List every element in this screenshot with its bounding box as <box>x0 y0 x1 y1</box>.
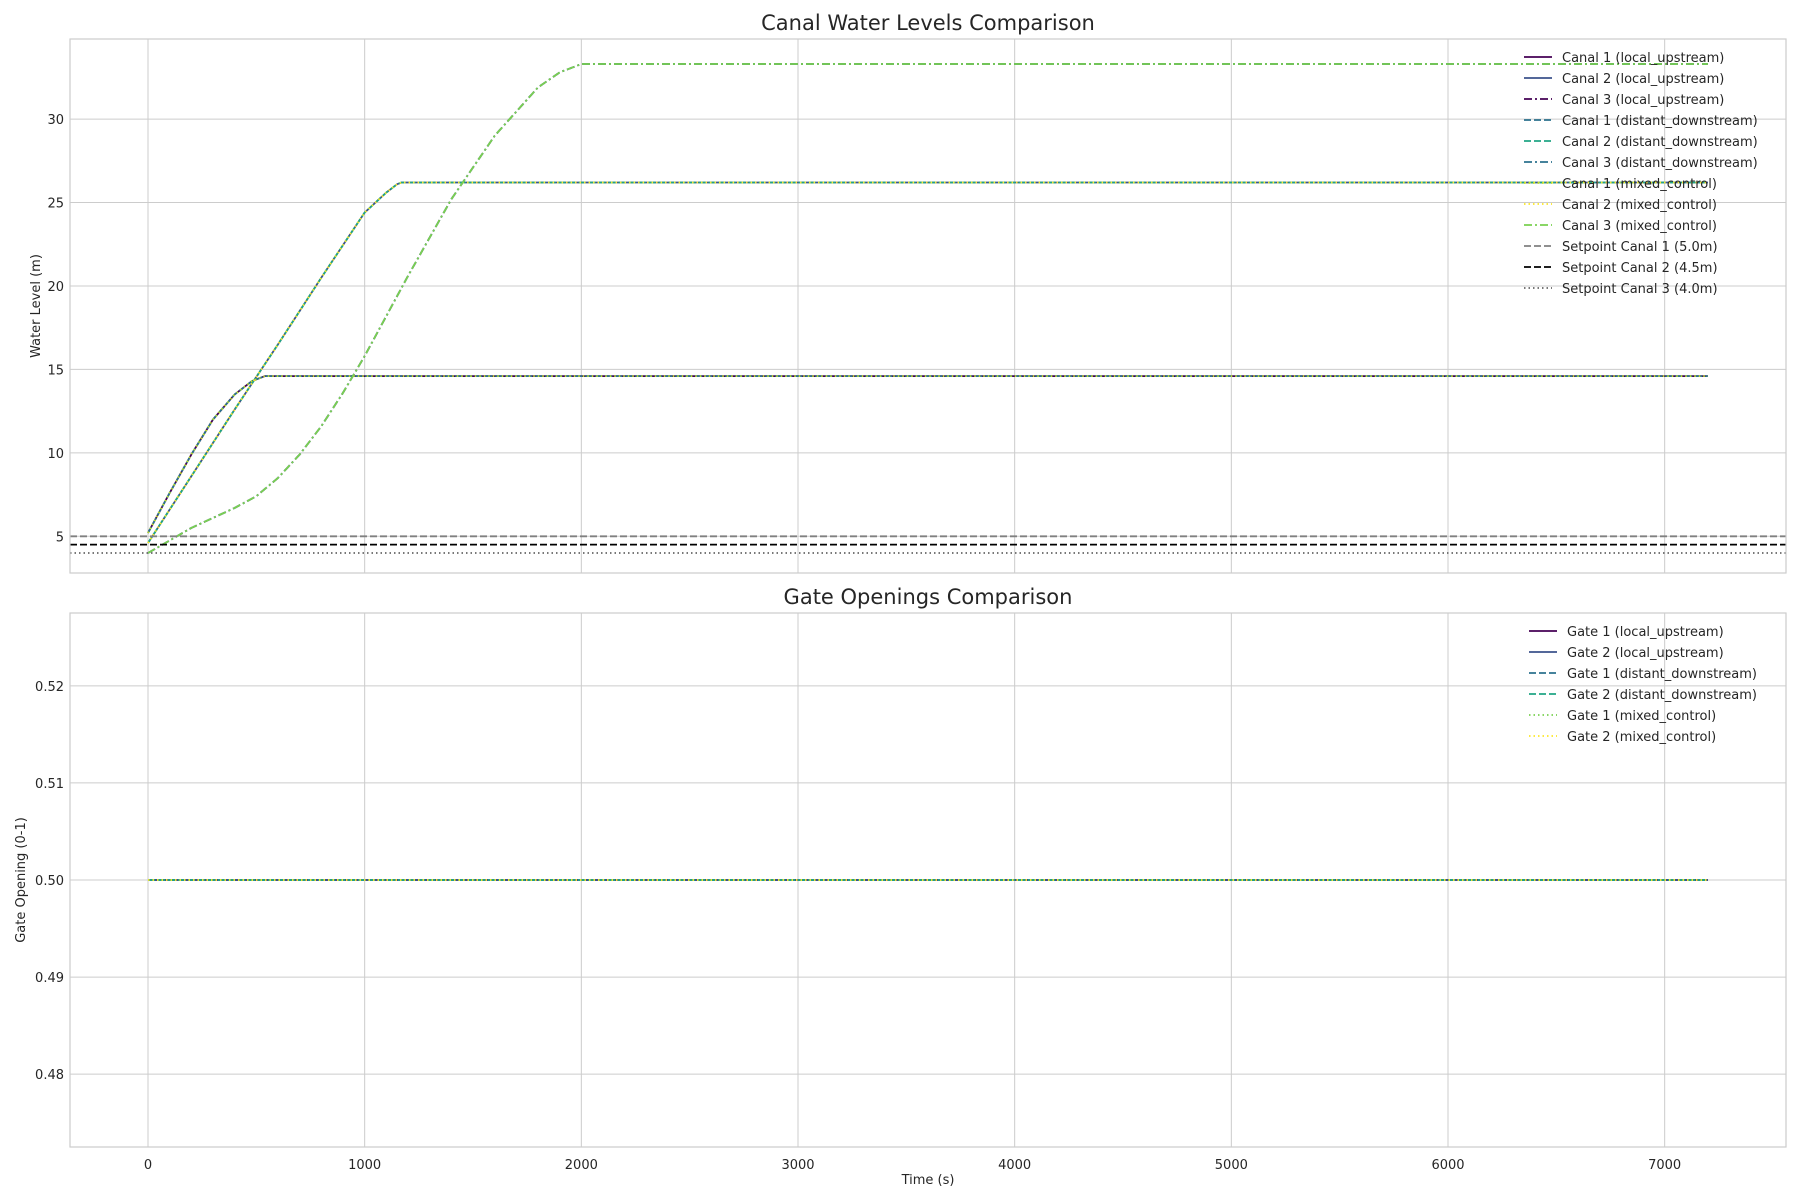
legend-label: Canal 3 (mixed_control) <box>1562 219 1717 234</box>
legend-label: Gate 2 (mixed_control) <box>1567 730 1716 745</box>
legend-label: Canal 2 (local_upstream) <box>1562 72 1724 87</box>
legend-label: Canal 2 (distant_downstream) <box>1562 135 1758 150</box>
legend-label: Setpoint Canal 2 (4.5m) <box>1562 261 1718 276</box>
x-tick-label: 6000 <box>1431 1158 1464 1173</box>
series-line-8 <box>147 181 1708 544</box>
x-tick-label: 4000 <box>998 1158 1031 1173</box>
legend-label: Gate 2 (local_upstream) <box>1567 646 1724 661</box>
y-tick-label: 0.50 <box>35 874 64 889</box>
y-tick-label: 0.52 <box>35 680 64 695</box>
legend-label: Canal 2 (mixed_control) <box>1562 198 1717 213</box>
plot-area <box>70 39 1786 573</box>
series-line-7 <box>147 375 1708 534</box>
legend-label: Gate 1 (distant_downstream) <box>1567 667 1757 682</box>
series-group <box>70 63 1786 554</box>
legend-label: Gate 1 (local_upstream) <box>1567 625 1724 640</box>
x-tick-label: 7000 <box>1648 1158 1681 1173</box>
y-tick-label: 20 <box>47 280 64 295</box>
legend-label: Canal 1 (mixed_control) <box>1562 177 1717 192</box>
x-tick-label: 5000 <box>1215 1158 1248 1173</box>
y-tick-label: 10 <box>47 447 64 462</box>
legend-label: Setpoint Canal 3 (4.0m) <box>1562 282 1718 297</box>
y-tick-label: 25 <box>47 197 64 212</box>
legend-label: Gate 1 (mixed_control) <box>1567 709 1716 724</box>
chart-title: Gate Openings Comparison <box>784 585 1073 609</box>
legend: Gate 1 (local_upstream) Gate 2 (local_ups… <box>1529 625 1757 745</box>
axes-frame <box>69 38 1787 574</box>
legend-label: Canal 1 (local_upstream) <box>1562 51 1724 66</box>
series-line-9 <box>147 63 1708 554</box>
y-tick-label: 15 <box>47 363 64 378</box>
y-axis-label: Water Level (m) <box>29 254 44 358</box>
x-tick-label: 0 <box>144 1158 152 1173</box>
subplot-1: 5 10 15 20 25 30 Canal Water Levels Comparison… <box>29 11 1787 574</box>
x-tick-label: 1000 <box>348 1158 381 1173</box>
y-tick-label: 0.51 <box>35 777 64 792</box>
axes-frame <box>69 612 1787 1148</box>
legend-label: Canal 3 (distant_downstream) <box>1562 156 1758 171</box>
legend-label: Setpoint Canal 1 (5.0m) <box>1562 240 1718 255</box>
legend-label: Gate 2 (distant_downstream) <box>1567 688 1757 703</box>
legend: Canal 1 (local_upstream) Canal 2 (local_u… <box>1524 51 1758 297</box>
chart-title: Canal Water Levels Comparison <box>761 11 1095 35</box>
legend-label: Canal 3 (local_upstream) <box>1562 93 1724 108</box>
y-tick-label: 0.49 <box>35 971 64 986</box>
x-axis-label: Time (s) <box>901 1173 955 1188</box>
y-tick-label: 5 <box>56 530 64 545</box>
y-axis-label: Gate Opening (0-1) <box>14 817 29 943</box>
x-tick-label: 2000 <box>565 1158 598 1173</box>
y-tick-label: 30 <box>47 113 64 128</box>
x-tick-label: 3000 <box>781 1158 814 1173</box>
subplot-2: 0 1000 2000 3000 4000 5000 6000 7000 0.48 0.49 0.5… <box>14 585 1787 1188</box>
legend-label: Canal 1 (distant_downstream) <box>1562 114 1758 129</box>
y-tick-label: 0.48 <box>35 1068 64 1083</box>
